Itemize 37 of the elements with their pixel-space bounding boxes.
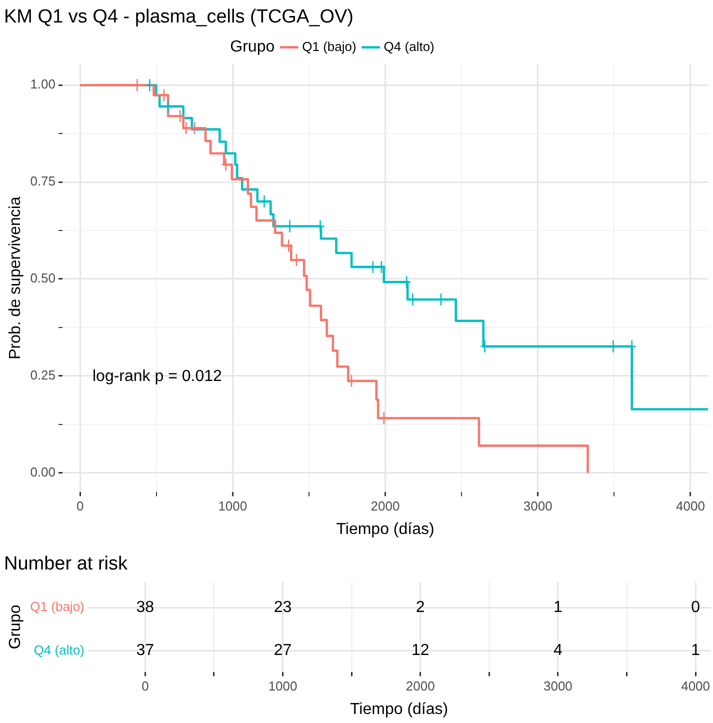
data-label: 27 (274, 642, 292, 660)
x-tick-label: 3000 (543, 678, 572, 694)
data-label: 0 (691, 599, 700, 616)
data-label: 1 (691, 642, 700, 660)
legend-title: Grupo (230, 38, 275, 56)
data-label: 38 (136, 599, 154, 616)
chart-title: Number at risk (4, 554, 128, 575)
y-tick-label: 0.50 (30, 270, 56, 286)
chart-title: KM Q1 vs Q4 - plasma_cells (TCGA_OV) (4, 6, 354, 28)
legend-label: Q1 (bajo) (302, 38, 356, 54)
y-tick-label: Q1 (bajo) (30, 599, 84, 614)
data-label: 4 (553, 642, 562, 660)
x-tick-label: 1000 (218, 498, 248, 514)
x-tick-label: 2000 (406, 678, 435, 694)
annotation: log-rank p = 0.012 (92, 368, 222, 386)
y-tick-label: 0.25 (30, 367, 56, 382)
x-tick-label: 4000 (681, 678, 710, 694)
y-tick-label: 1.00 (30, 76, 56, 92)
x-axis-title: Tiempo (días) (350, 700, 448, 718)
y-tick-label: 0.00 (30, 464, 56, 480)
x-tick-label: 0 (76, 498, 84, 514)
data-label: 2 (416, 599, 425, 616)
x-tick-label: 0 (142, 678, 149, 694)
data-label: 37 (136, 642, 154, 660)
x-tick-label: 1000 (268, 678, 298, 694)
y-tick-label: 0.75 (30, 174, 56, 189)
x-tick-label: 3000 (523, 498, 552, 514)
x-tick-label: 2000 (370, 498, 400, 514)
legend-label: Q4 (alto) (384, 38, 434, 54)
data-label: 1 (553, 599, 562, 616)
x-axis-title: Tiempo (días) (336, 520, 434, 538)
x-tick-label: 4000 (676, 498, 705, 514)
y-axis-title: Prob. de supervivencia (7, 196, 24, 360)
data-label: 12 (411, 642, 430, 660)
data-label: 23 (274, 599, 292, 616)
y-axis-title: Grupo (7, 604, 24, 650)
y-tick-label: Q4 (alto) (34, 642, 84, 658)
